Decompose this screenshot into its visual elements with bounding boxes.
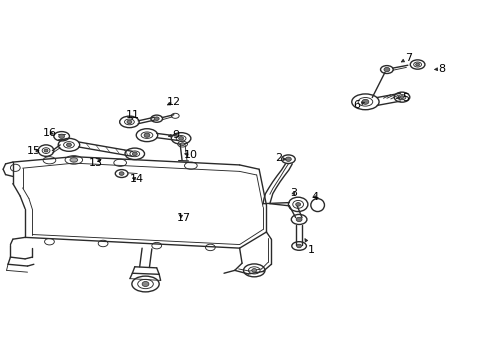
Ellipse shape bbox=[415, 63, 419, 66]
Ellipse shape bbox=[178, 136, 183, 140]
Ellipse shape bbox=[142, 282, 149, 287]
Ellipse shape bbox=[66, 143, 71, 147]
Ellipse shape bbox=[251, 269, 256, 272]
Ellipse shape bbox=[383, 67, 389, 72]
Ellipse shape bbox=[44, 149, 48, 152]
Text: 10: 10 bbox=[183, 150, 198, 160]
Ellipse shape bbox=[399, 96, 403, 99]
Text: 2: 2 bbox=[275, 153, 285, 163]
Text: 14: 14 bbox=[130, 174, 144, 184]
Text: 9: 9 bbox=[168, 130, 180, 140]
Ellipse shape bbox=[127, 120, 132, 124]
Text: 6: 6 bbox=[352, 100, 364, 110]
Ellipse shape bbox=[285, 157, 291, 161]
Text: 8: 8 bbox=[434, 64, 445, 74]
Text: 15: 15 bbox=[27, 145, 41, 156]
Ellipse shape bbox=[70, 158, 78, 162]
Ellipse shape bbox=[132, 152, 137, 156]
Ellipse shape bbox=[295, 203, 300, 206]
Text: 4: 4 bbox=[311, 192, 318, 202]
Text: 7: 7 bbox=[401, 53, 411, 63]
Text: 11: 11 bbox=[125, 111, 139, 121]
Ellipse shape bbox=[144, 133, 150, 137]
Text: 5: 5 bbox=[395, 93, 408, 103]
Ellipse shape bbox=[59, 134, 64, 138]
Text: 12: 12 bbox=[166, 97, 181, 107]
Ellipse shape bbox=[180, 143, 184, 145]
Text: 16: 16 bbox=[42, 128, 56, 138]
Ellipse shape bbox=[296, 217, 302, 222]
Ellipse shape bbox=[154, 117, 159, 121]
Ellipse shape bbox=[296, 244, 301, 248]
Ellipse shape bbox=[361, 99, 368, 104]
Text: 3: 3 bbox=[289, 188, 296, 198]
Text: 1: 1 bbox=[305, 239, 315, 255]
Ellipse shape bbox=[119, 172, 124, 175]
Text: 13: 13 bbox=[89, 158, 102, 168]
Text: 17: 17 bbox=[176, 213, 190, 222]
